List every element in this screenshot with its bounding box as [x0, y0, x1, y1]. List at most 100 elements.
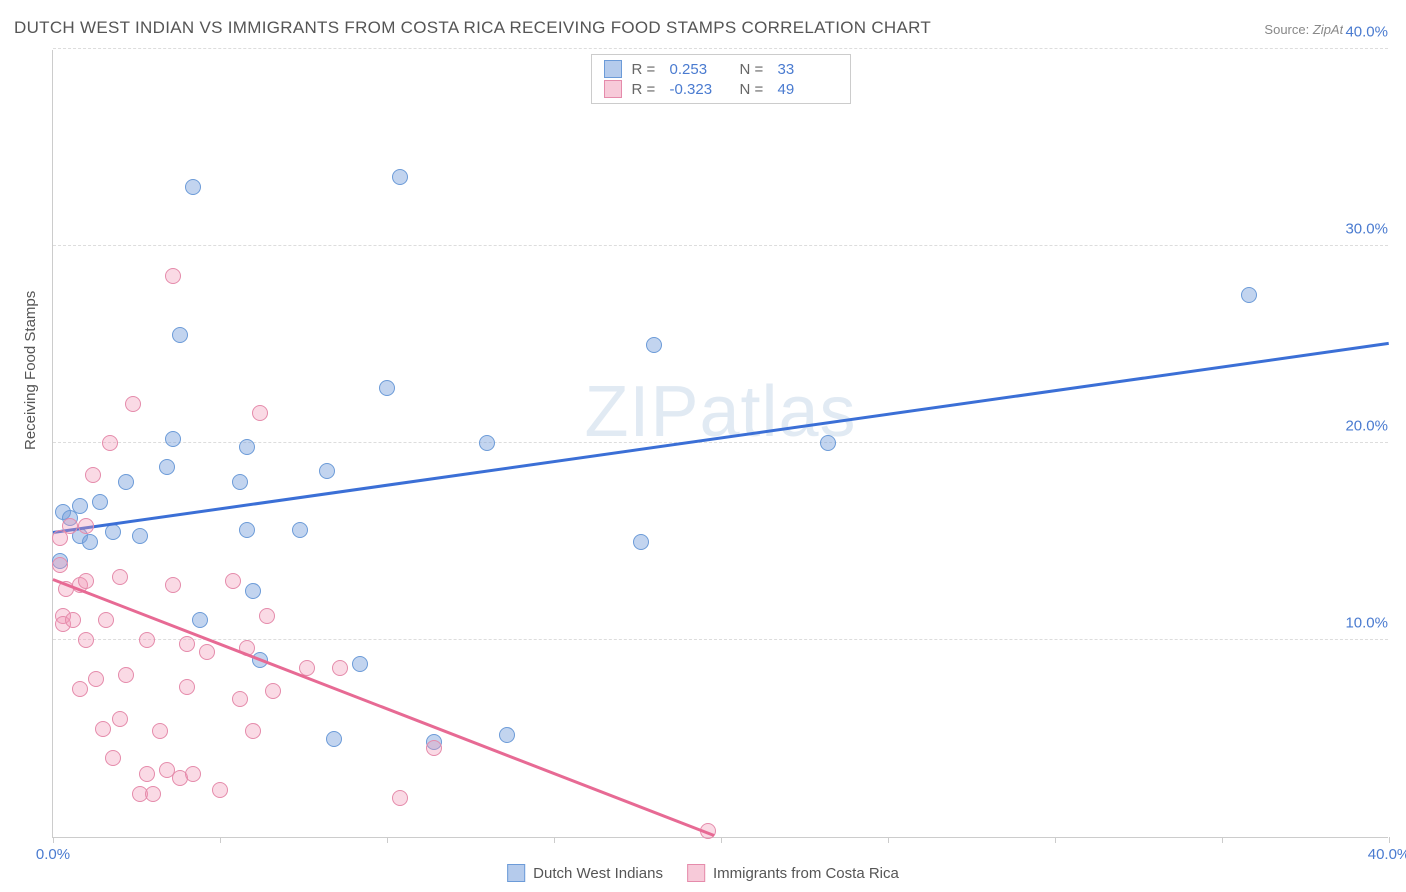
data-point — [265, 683, 281, 699]
watermark: ZIPatlas — [584, 371, 856, 453]
data-point — [245, 723, 261, 739]
data-point — [292, 522, 308, 538]
data-point — [179, 679, 195, 695]
y-tick-label: 40.0% — [1343, 24, 1390, 41]
legend-swatch — [507, 864, 525, 882]
gridline — [53, 48, 1388, 49]
data-point — [479, 435, 495, 451]
data-point — [232, 474, 248, 490]
x-tick-mark — [387, 837, 388, 843]
data-point — [239, 439, 255, 455]
data-point — [232, 691, 248, 707]
legend-label: Dutch West Indians — [533, 865, 663, 882]
data-point — [102, 435, 118, 451]
data-point — [105, 750, 121, 766]
data-point — [92, 494, 108, 510]
data-point — [165, 268, 181, 284]
y-tick-label: 30.0% — [1343, 221, 1390, 238]
data-point — [159, 459, 175, 475]
data-point — [259, 608, 275, 624]
data-point — [199, 644, 215, 660]
plot-area: ZIPatlas R =0.253N =33 R = -0.323 N = 49 10.… — [52, 50, 1388, 838]
r-value: -0.323 — [670, 81, 730, 98]
y-tick-label: 20.0% — [1343, 418, 1390, 435]
legend-swatch — [604, 80, 622, 98]
legend-swatch — [687, 864, 705, 882]
x-tick-mark — [1055, 837, 1056, 843]
x-tick-mark — [53, 837, 54, 843]
y-axis-label: Receiving Food Stamps — [22, 291, 39, 450]
data-point — [392, 790, 408, 806]
data-point — [72, 681, 88, 697]
legend-item: Immigrants from Costa Rica — [687, 864, 899, 882]
data-point — [78, 632, 94, 648]
stats-row: R =0.253N =33 — [604, 59, 838, 79]
data-point — [499, 727, 515, 743]
legend-swatch — [604, 60, 622, 78]
data-point — [225, 573, 241, 589]
x-tick-mark — [554, 837, 555, 843]
x-tick-mark — [1222, 837, 1223, 843]
data-point — [105, 524, 121, 540]
data-point — [85, 467, 101, 483]
data-point — [426, 740, 442, 756]
series-legend: Dutch West Indians Immigrants from Costa … — [507, 864, 899, 882]
data-point — [646, 337, 662, 353]
data-point — [52, 557, 68, 573]
data-point — [112, 569, 128, 585]
data-point — [82, 534, 98, 550]
n-value: 49 — [778, 81, 838, 98]
data-point — [332, 660, 348, 676]
trend-line — [53, 342, 1389, 534]
x-tick-mark — [220, 837, 221, 843]
stats-legend: R =0.253N =33 R = -0.323 N = 49 — [591, 54, 851, 104]
data-point — [98, 612, 114, 628]
gridline — [53, 639, 1388, 640]
gridline — [53, 245, 1388, 246]
data-point — [326, 731, 342, 747]
data-point — [1241, 287, 1257, 303]
data-point — [165, 431, 181, 447]
data-point — [112, 711, 128, 727]
data-point — [132, 528, 148, 544]
r-value: 0.253 — [670, 61, 730, 78]
data-point — [118, 474, 134, 490]
n-value: 33 — [778, 61, 838, 78]
x-tick-label: 0.0% — [36, 846, 70, 863]
r-label: R = — [632, 81, 660, 98]
data-point — [185, 179, 201, 195]
watermark-text: ZIPatlas — [584, 372, 856, 452]
data-point — [139, 632, 155, 648]
x-tick-mark — [888, 837, 889, 843]
legend-item: Dutch West Indians — [507, 864, 663, 882]
data-point — [185, 766, 201, 782]
data-point — [252, 405, 268, 421]
chart-title: DUTCH WEST INDIAN VS IMMIGRANTS FROM COS… — [14, 18, 931, 38]
data-point — [172, 327, 188, 343]
x-tick-mark — [1389, 837, 1390, 843]
data-point — [78, 518, 94, 534]
data-point — [125, 396, 141, 412]
x-tick-mark — [721, 837, 722, 843]
data-point — [179, 636, 195, 652]
stats-row: R = -0.323 N = 49 — [604, 79, 838, 99]
data-point — [139, 766, 155, 782]
data-point — [78, 573, 94, 589]
y-tick-label: 10.0% — [1343, 615, 1390, 632]
legend-label: Immigrants from Costa Rica — [713, 865, 899, 882]
data-point — [62, 518, 78, 534]
data-point — [152, 723, 168, 739]
n-label: N = — [740, 81, 768, 98]
data-point — [192, 612, 208, 628]
data-point — [72, 498, 88, 514]
data-point — [352, 656, 368, 672]
data-point — [245, 583, 261, 599]
data-point — [65, 612, 81, 628]
data-point — [165, 577, 181, 593]
source-label: Source: — [1264, 22, 1309, 37]
data-point — [118, 667, 134, 683]
data-point — [820, 435, 836, 451]
data-point — [392, 169, 408, 185]
data-point — [145, 786, 161, 802]
data-point — [88, 671, 104, 687]
